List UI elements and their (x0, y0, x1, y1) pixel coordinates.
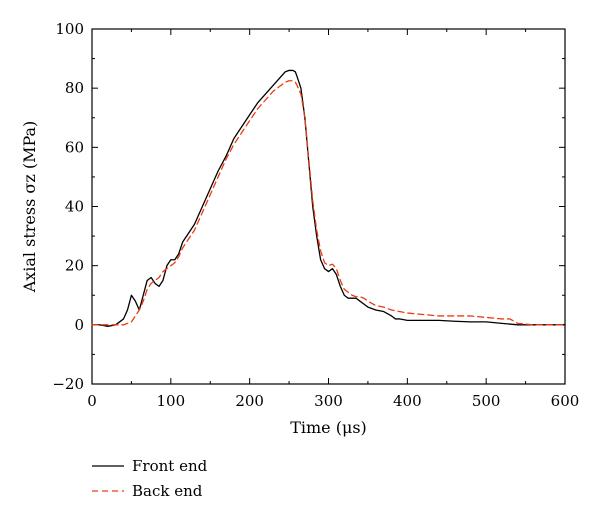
x-tick-label: 200 (235, 392, 264, 410)
x-tick-label: 0 (87, 392, 97, 410)
y-tick-label: 20 (65, 257, 84, 275)
series-line-back-end (91, 80, 566, 326)
y-tick-label: 40 (65, 198, 84, 216)
series-line-front-end (91, 69, 566, 327)
y-tick-label: 100 (55, 20, 84, 38)
legend: Front end Back end (92, 457, 208, 500)
y-tick-label: 0 (74, 316, 84, 334)
tick-marks (91, 28, 566, 385)
x-tick-label: 500 (472, 392, 501, 410)
legend-label-back-end: Back end (132, 482, 203, 500)
x-tick-label: 400 (393, 392, 422, 410)
x-tick-label: 100 (157, 392, 186, 410)
x-tick-label: 600 (551, 392, 580, 410)
y-tick-label: 60 (65, 138, 84, 156)
x-axis-title: Time (μs) (290, 418, 367, 437)
y-tick-label: −20 (52, 375, 84, 393)
y-tick-label: 80 (65, 79, 84, 97)
x-tick-label: 300 (314, 392, 343, 410)
plot-area-frame (91, 28, 566, 385)
y-axis-title: Axial stress σz (MPa) (20, 121, 39, 294)
series-layer (91, 69, 566, 327)
legend-label-front-end: Front end (132, 457, 208, 475)
